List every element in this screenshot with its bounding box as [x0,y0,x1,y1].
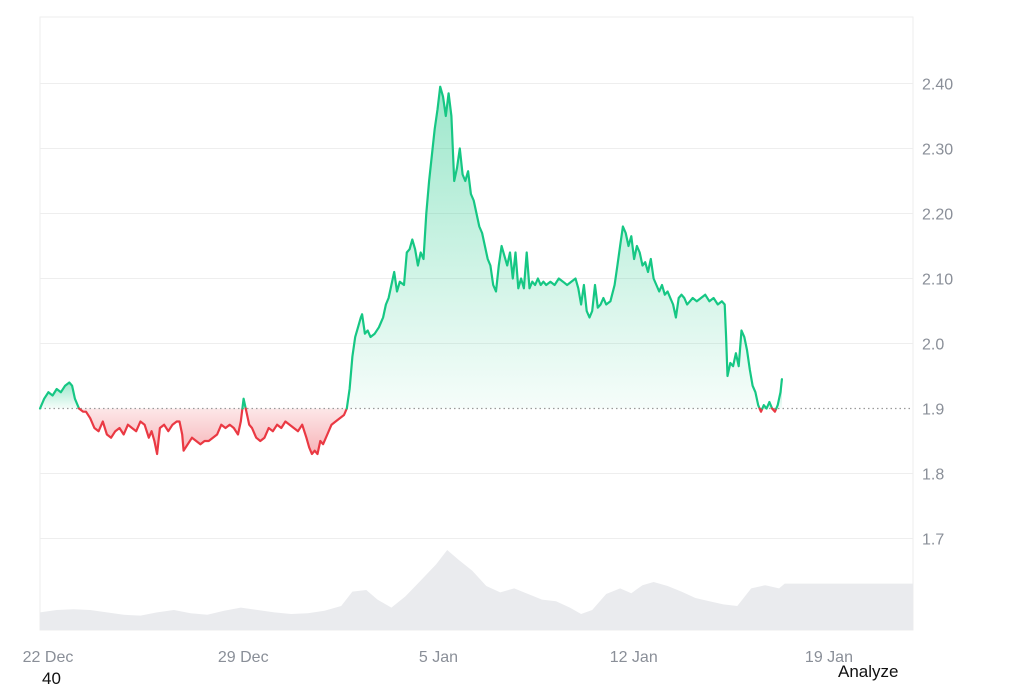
price-line-up [775,378,783,410]
x-tick-label: 29 Dec [218,649,269,666]
price-line-up [761,400,774,410]
x-tick-label: 19 Jan [805,649,853,666]
stray-axis-label: 40 [42,669,61,688]
y-tick-label: 2.0 [922,337,944,354]
price-line-down [77,407,244,456]
price-fill-above [346,86,760,409]
price-line-up [345,85,761,410]
y-tick-label: 2.20 [922,207,953,224]
price-lines [38,85,783,456]
y-tick-label: 1.8 [922,467,944,484]
price-line-down [244,407,348,456]
volume-area [40,550,913,630]
price-fill-above [776,379,782,409]
price-fill-above [40,382,79,409]
x-axis-ticks: 22 Dec 29 Dec 5 Jan 12 Jan 19 Jan [23,649,853,666]
analyze-button[interactable]: Analyze [838,662,899,681]
y-tick-label: 1.7 [922,532,944,549]
price-line-up [38,381,81,410]
price-fill-below [245,408,347,454]
price-line-up [241,397,247,410]
y-tick-label: 2.10 [922,272,953,289]
x-tick-label: 5 Jan [419,649,458,666]
y-tick-label: 1.9 [922,402,944,419]
x-tick-label: 22 Dec [23,649,74,666]
price-line-down [771,407,778,413]
y-tick-label: 2.30 [922,142,953,159]
y-axis-ticks: 2.40 2.30 2.20 2.10 2.0 1.9 1.8 1.7 [922,77,953,549]
volume-shape [40,550,913,630]
y-tick-label: 2.40 [922,77,953,94]
price-fill-areas [40,86,782,454]
price-line-down [758,407,764,413]
x-tick-label: 12 Jan [610,649,658,666]
